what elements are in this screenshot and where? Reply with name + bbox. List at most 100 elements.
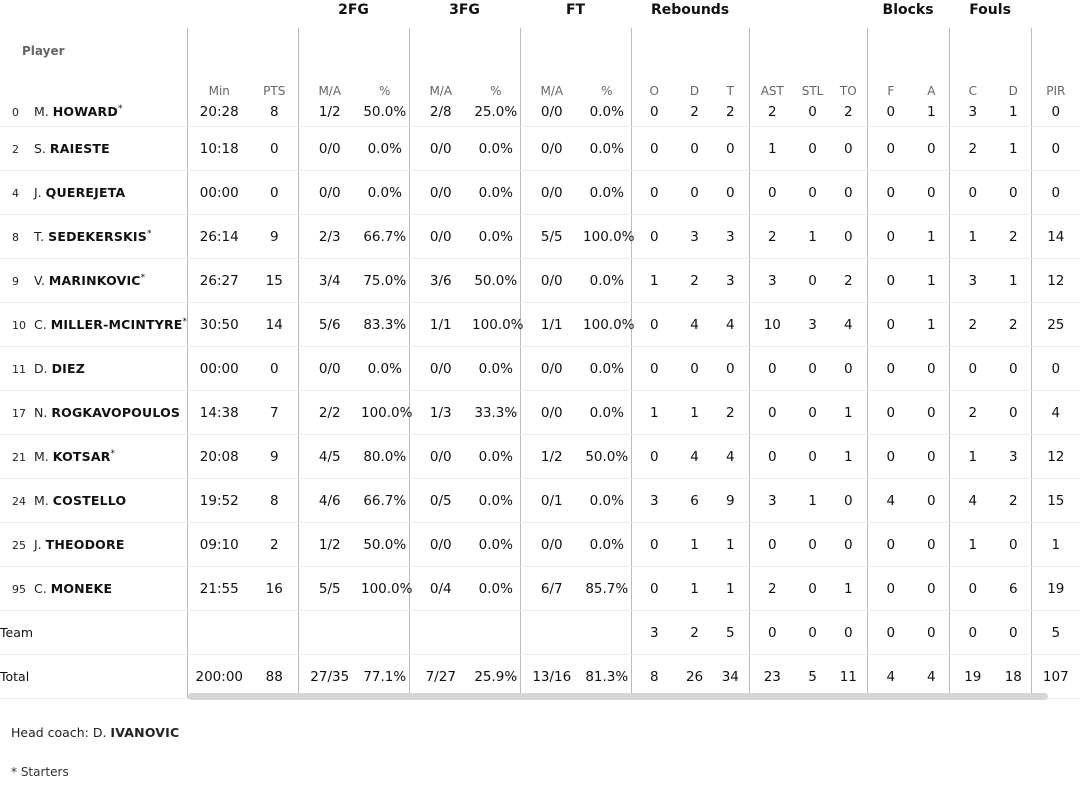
stat-ft-ma: 0/0 xyxy=(519,346,584,391)
horizontal-scrollbar[interactable] xyxy=(188,693,1048,700)
player-cell: 11 D. DIEZ xyxy=(0,346,187,391)
column-header-stl[interactable]: STL xyxy=(801,84,824,98)
player-link[interactable]: M. COSTELLO xyxy=(34,493,126,508)
stat-reb-t: 1 xyxy=(712,522,750,567)
player-link[interactable]: D. DIEZ xyxy=(34,361,85,376)
column-header-3fg-ma[interactable]: M/A xyxy=(408,28,473,104)
column-header-reb-d[interactable]: D xyxy=(689,84,700,98)
column-header-ft-ma[interactable]: M/A xyxy=(519,28,584,104)
stat-blk-f: 0 xyxy=(866,126,915,171)
stat-ft-pct xyxy=(583,610,632,655)
stat-reb-d: 3 xyxy=(677,214,713,259)
player-link[interactable]: N. ROGKAVOPOULOS xyxy=(34,405,180,420)
player-initial: J. xyxy=(34,185,42,201)
stat-pir: 0 xyxy=(1030,126,1080,171)
stat-reb-d: 4 xyxy=(677,434,713,479)
player-cell: 9 V. MARINKOVIC* xyxy=(0,258,187,303)
player-cell: 25 J. THEODORE xyxy=(0,522,187,567)
team-row-label: Team xyxy=(0,610,187,655)
stat-blk-a: 0 xyxy=(914,390,950,435)
stat-min: 200:00 xyxy=(186,654,251,699)
stat-ast: 2 xyxy=(748,566,796,611)
stat-fg2-ma: 4/6 xyxy=(297,478,361,523)
player-link[interactable]: T. SEDEKERSKIS* xyxy=(34,229,151,244)
stat-foul-c: 19 xyxy=(948,654,997,699)
stat-reb-d: 1 xyxy=(677,566,713,611)
stat-fg3-pct: 0.0% xyxy=(472,478,521,523)
stat-reb-t: 1 xyxy=(712,566,750,611)
group-header-blank xyxy=(1031,0,1080,28)
player-link[interactable]: C. MONEKE xyxy=(34,581,112,596)
stat-fg3-ma: 3/6 xyxy=(408,258,473,303)
group-header-blank xyxy=(187,0,298,28)
stat-foul-c: 0 xyxy=(948,346,997,391)
stat-min: 00:00 xyxy=(186,170,251,215)
stat-fg2-pct: 0.0% xyxy=(361,346,410,391)
column-header-foul-c[interactable]: C xyxy=(948,28,997,104)
column-header-min[interactable]: Min xyxy=(186,28,251,104)
stat-blk-f: 0 xyxy=(866,104,915,127)
player-last-name: DIEZ xyxy=(51,361,86,377)
stat-to: 0 xyxy=(830,522,868,567)
group-header-fouls: Fouls xyxy=(969,2,1011,18)
player-link[interactable]: C. MILLER-MCINTYRE* xyxy=(34,317,187,332)
group-header-blank xyxy=(749,0,867,28)
group-header-ft: FT xyxy=(565,2,586,18)
stat-ast: 0 xyxy=(748,346,796,391)
column-header-reb-o[interactable]: O xyxy=(630,28,678,104)
stat-stl: 0 xyxy=(795,390,831,435)
stat-foul-d: 1 xyxy=(996,104,1032,127)
column-header-pts[interactable]: PTS xyxy=(263,84,286,98)
stat-pts: 9 xyxy=(251,434,298,479)
player-link[interactable]: J. QUEREJETA xyxy=(34,185,125,200)
player-cell: 4 J. QUEREJETA xyxy=(0,170,187,215)
stat-reb-o: 0 xyxy=(630,522,678,567)
player-row: 24 M. COSTELLO 19:52 8 4/6 66.7% 0/5 0.0% 0/1 0.0… xyxy=(0,478,1080,523)
stat-stl: 0 xyxy=(795,610,831,655)
stat-blk-a: 0 xyxy=(914,170,950,215)
column-header-blk-a[interactable]: A xyxy=(927,84,936,98)
column-header-player[interactable]: Player xyxy=(22,44,65,58)
player-link[interactable]: J. THEODORE xyxy=(34,537,125,552)
column-header-ast[interactable]: AST xyxy=(748,28,796,104)
stat-ft-pct: 81.3% xyxy=(583,654,632,699)
stat-reb-t: 0 xyxy=(712,346,750,391)
stat-ast: 3 xyxy=(748,478,796,523)
column-header-ft-pct[interactable]: % xyxy=(601,84,613,98)
stat-foul-d: 2 xyxy=(996,302,1032,347)
stat-stl: 0 xyxy=(795,258,831,303)
stat-foul-c: 4 xyxy=(948,478,997,523)
stat-reb-o: 1 xyxy=(630,258,678,303)
stat-foul-c: 2 xyxy=(948,126,997,171)
player-link[interactable]: M. KOTSAR* xyxy=(34,449,115,464)
column-header-2fg-pct[interactable]: % xyxy=(379,84,391,98)
stat-reb-t: 34 xyxy=(712,654,750,699)
player-row: 95 C. MONEKE 21:55 16 5/5 100.0% 0/4 0.0% 6/7 85.… xyxy=(0,566,1080,611)
stat-min: 09:10 xyxy=(186,522,251,567)
column-header-foul-d[interactable]: D xyxy=(1008,84,1018,98)
stat-min: 19:52 xyxy=(186,478,251,523)
player-cell: 21 M. KOTSAR* xyxy=(0,434,187,479)
stat-to: 0 xyxy=(830,346,868,391)
column-header-to[interactable]: TO xyxy=(839,84,857,98)
stat-fg3-ma xyxy=(408,610,473,655)
column-header-3fg-pct[interactable]: % xyxy=(490,84,502,98)
jersey-number: 0 xyxy=(12,106,19,120)
stat-reb-d: 0 xyxy=(677,126,713,171)
stat-reb-d: 1 xyxy=(677,522,713,567)
stat-ft-pct: 0.0% xyxy=(583,346,632,391)
head-coach-name[interactable]: IVANOVIC xyxy=(110,725,180,740)
player-link[interactable]: V. MARINKOVIC* xyxy=(34,273,145,288)
stat-fg2-pct: 80.0% xyxy=(361,434,410,479)
player-link[interactable]: M. HOWARD* xyxy=(34,104,122,119)
stat-reb-t: 4 xyxy=(712,434,750,479)
column-header-reb-t[interactable]: T xyxy=(726,84,734,98)
column-header-blk-f[interactable]: F xyxy=(866,28,915,104)
stat-fg2-ma: 3/4 xyxy=(297,258,361,303)
column-header-pir[interactable]: PIR xyxy=(1030,28,1080,104)
player-link[interactable]: S. RAIESTE xyxy=(34,141,110,156)
stat-foul-c: 3 xyxy=(948,104,997,127)
stat-foul-d: 0 xyxy=(996,346,1032,391)
stat-fg2-ma: 2/2 xyxy=(297,390,361,435)
column-header-2fg-ma[interactable]: M/A xyxy=(297,28,361,104)
